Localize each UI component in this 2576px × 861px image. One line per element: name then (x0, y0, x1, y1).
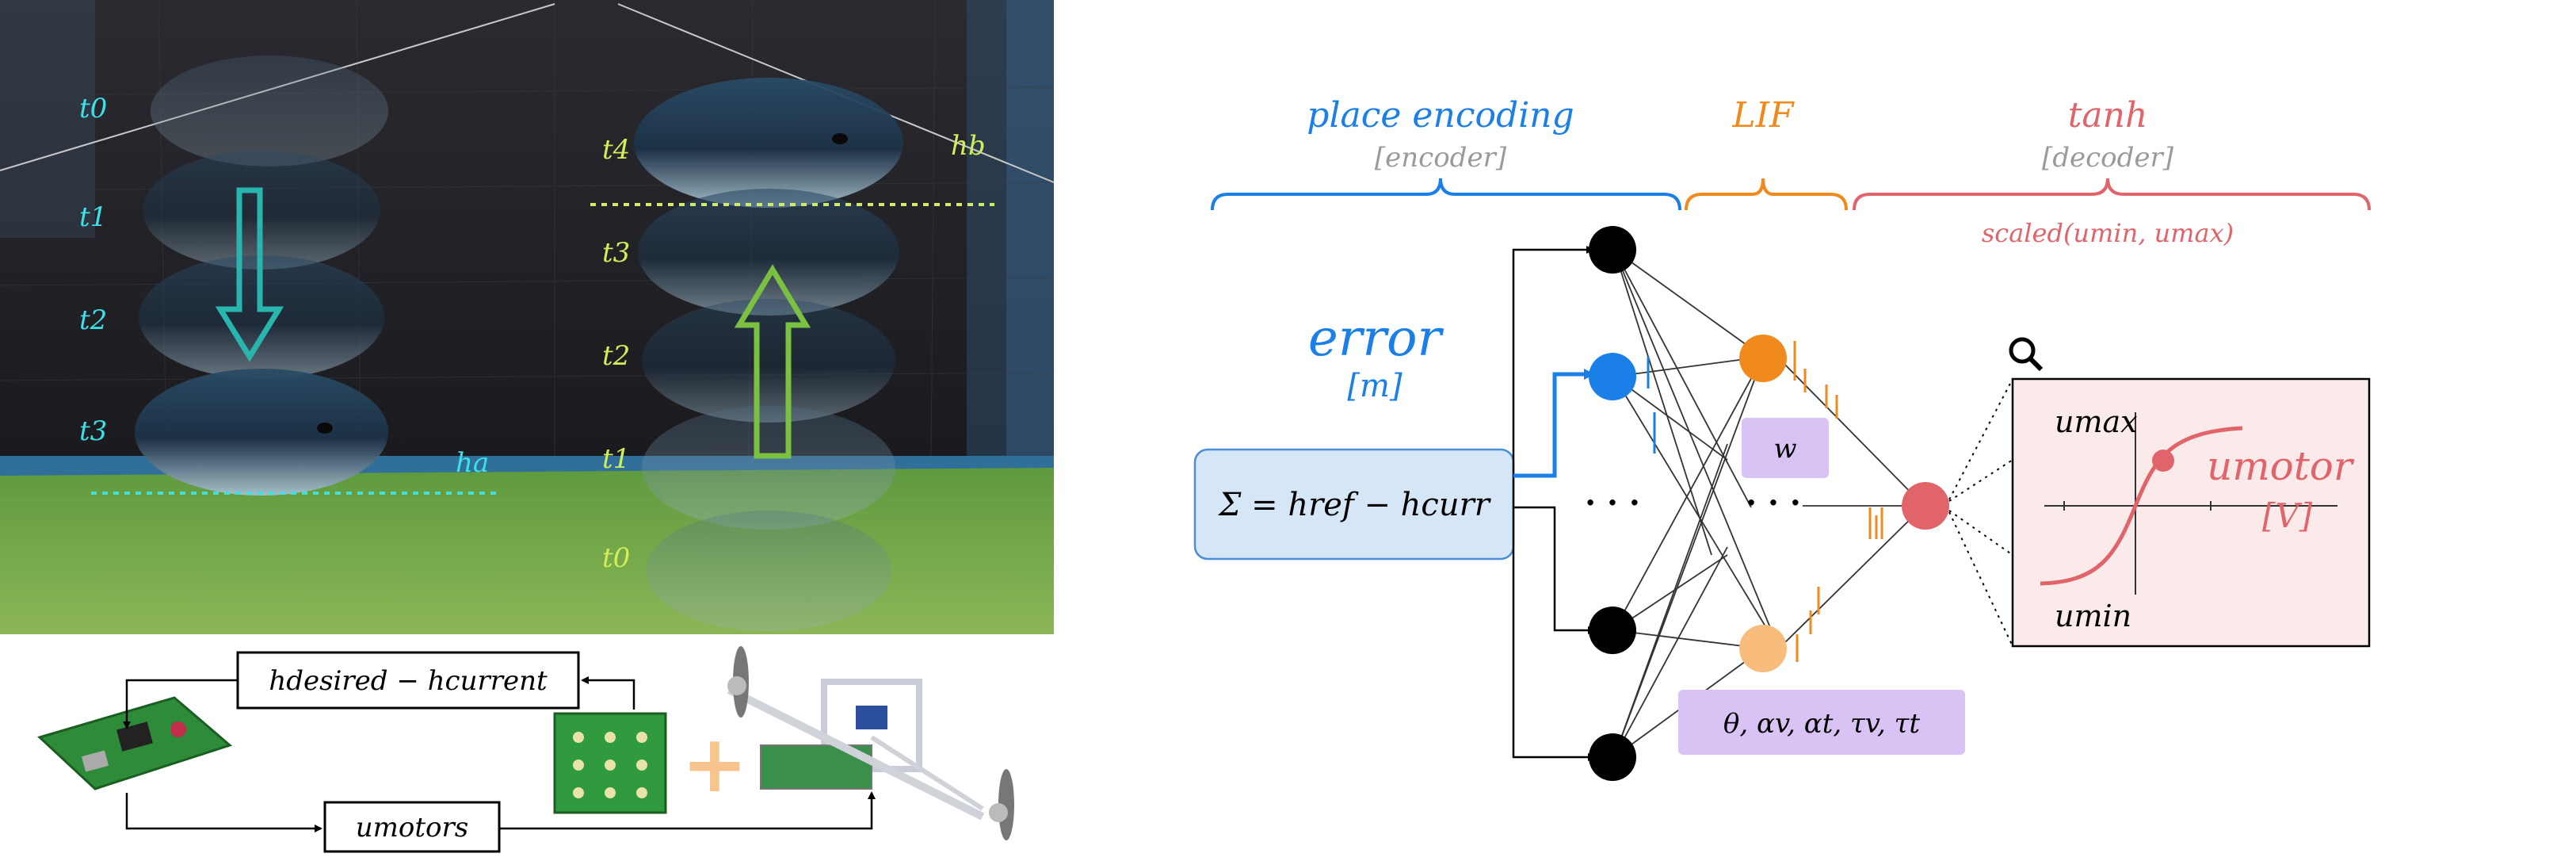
network-diagram: place encoding [encoder] LIF tanh [decod… (1193, 95, 2371, 781)
umotor-unit: [V] (2262, 496, 2313, 535)
label-ha: ha (456, 447, 489, 479)
sigma-equation: Σ = href − hcurr (1217, 487, 1492, 523)
input-neuron-2 (1589, 353, 1636, 400)
spike-train-lif (1793, 341, 1883, 662)
encoder-label: [encoder] (1375, 142, 1507, 174)
label-left-t0: t0 (79, 93, 107, 124)
photo-panel: t0 t1 t2 t3 ha t4 t3 t2 t1 t0 hb (0, 0, 1055, 634)
params-box (1678, 690, 1965, 755)
input-ellipsis: · · · (1585, 484, 1640, 522)
params-label: θ, αv, αt, τv, τt (1723, 708, 1920, 740)
input-neuron-4 (1589, 733, 1636, 781)
raspberry-pi-board (37, 696, 233, 790)
right-shark-trajectory (634, 78, 903, 631)
hidden-output-connections (1778, 358, 1925, 649)
scaled-label: scaled(umin, umax) (1982, 218, 2234, 248)
place-encoding-label: place encoding (1307, 95, 1574, 136)
decoder-brace (1853, 178, 2371, 211)
up-arrow (734, 264, 811, 459)
hidden-ellipsis: · · · (1746, 484, 1801, 522)
label-left-t1: t1 (79, 201, 107, 233)
label-right-t1: t1 (602, 443, 630, 475)
input-neuron-1 (1589, 226, 1636, 274)
blimp-gondola (727, 646, 1014, 840)
zoom-lines (1948, 378, 2013, 647)
label-left-t3: t3 (79, 415, 107, 447)
lif-label: LIF (1731, 95, 1795, 136)
spike-train-input (1647, 357, 1656, 453)
hardware-loop: + hdesired − hcurrent umotors (37, 646, 1014, 853)
feedback-label: hdesired − hcurrent (269, 665, 548, 697)
umax-label: umax (2055, 404, 2138, 439)
umin-label: umin (2055, 599, 2131, 633)
weight-label: w (1773, 433, 1796, 465)
lif-brace (1685, 178, 1848, 211)
weight-box (1742, 418, 1829, 478)
feedback-box (236, 651, 580, 710)
search-icon (2009, 337, 2044, 372)
error-unit: [m] (1347, 368, 1402, 404)
sensor-board (553, 712, 667, 814)
umotor-label: umotor (2207, 443, 2355, 489)
hidden-neuron-1 (1739, 335, 1787, 382)
label-right-t4: t4 (602, 134, 630, 166)
down-arrow (215, 187, 284, 362)
plus-sign: + (681, 718, 748, 810)
output-neuron (1902, 482, 1949, 530)
hidden-neuron-2 (1739, 625, 1787, 672)
tanh-curve (2040, 426, 2243, 586)
motors-label: umotors (356, 812, 468, 844)
encoder-brace (1211, 178, 1681, 211)
operating-point (2152, 450, 2174, 472)
tanh-plot: umax umin umotor [V] (2011, 377, 2371, 648)
motors-box (323, 801, 501, 853)
label-right-t2: t2 (602, 340, 630, 372)
error-label: error (1308, 309, 1444, 368)
tanh-label: tanh (2068, 95, 2148, 136)
label-hb: hb (951, 130, 986, 162)
label-right-t0: t0 (602, 542, 630, 574)
input-neuron-3 (1589, 607, 1636, 654)
label-right-t3: t3 (602, 237, 630, 269)
decoder-label: [decoder] (2042, 142, 2174, 174)
label-left-t2: t2 (79, 304, 107, 336)
